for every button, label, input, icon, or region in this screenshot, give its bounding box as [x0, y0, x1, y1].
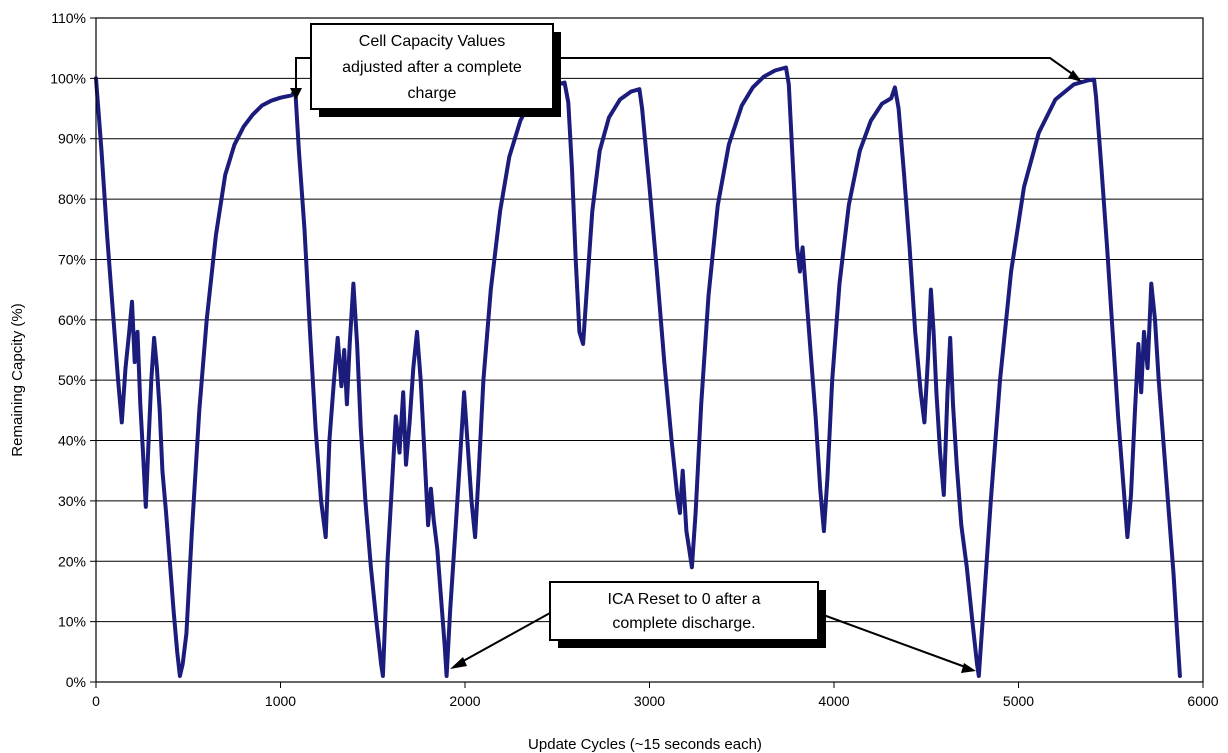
- callout-arrow-left: [295, 57, 311, 98]
- callout2-line-1: ICA Reset to 0 after a: [608, 591, 761, 608]
- x-tick-label: 3000: [634, 693, 665, 709]
- y-tick-label: 110%: [51, 10, 86, 26]
- callout2-arrow-right-head: [961, 663, 976, 673]
- y-tick-label: 40%: [58, 433, 86, 449]
- callout-line-2: adjusted after a complete: [342, 59, 522, 76]
- y-axis-title: Remaining Capcity (%): [9, 303, 26, 456]
- y-tick-label: 70%: [58, 251, 86, 267]
- annotation-discharge-callout: ICA Reset to 0 after a complete discharg…: [450, 581, 976, 673]
- y-tick-label: 10%: [58, 614, 86, 630]
- x-tick-label: 2000: [449, 693, 480, 709]
- x-tick-label: 5000: [1003, 693, 1034, 709]
- callout-arrow-right: [553, 57, 1079, 79]
- y-tick-label: 30%: [58, 493, 86, 509]
- y-tick-label: 80%: [58, 191, 86, 207]
- callout-line-3: charge: [408, 85, 457, 102]
- y-tick-label: 100%: [50, 70, 86, 86]
- callout2-line-2: complete discharge.: [612, 615, 755, 632]
- y-tick-label: 90%: [58, 131, 86, 147]
- y-tick-label: 20%: [58, 553, 86, 569]
- callout-line-1: Cell Capacity Values: [359, 33, 505, 50]
- y-tick-label: 50%: [58, 372, 86, 388]
- series-layer: [94, 65, 1182, 678]
- callout-arrow-left-head: [290, 88, 302, 100]
- y-tick-label: 0%: [66, 674, 86, 690]
- x-axis-title: Update Cycles (~15 seconds each): [528, 736, 762, 753]
- x-tick-label: 6000: [1187, 693, 1218, 709]
- callout-arrow-right-head: [1068, 70, 1082, 82]
- x-tick-label: 0: [92, 693, 100, 709]
- x-tick-label: 4000: [818, 693, 849, 709]
- callout2-box: [549, 581, 819, 641]
- series-line: [94, 65, 1182, 678]
- x-tick-label: 1000: [265, 693, 296, 709]
- callout2-arrow-right: [817, 612, 969, 669]
- callout2-arrow-left-head: [450, 657, 467, 669]
- tick-layer: 0% 10% 20% 30% 40% 50% 60% 70% 80% 90% 100% 110% 0 10…: [50, 10, 1219, 709]
- annotation-charge-callout: Cell Capacity Values adjusted after a co…: [290, 23, 1082, 117]
- y-tick-label: 60%: [58, 312, 86, 328]
- callout-box: [310, 23, 554, 110]
- callout2-arrow-left: [455, 612, 551, 666]
